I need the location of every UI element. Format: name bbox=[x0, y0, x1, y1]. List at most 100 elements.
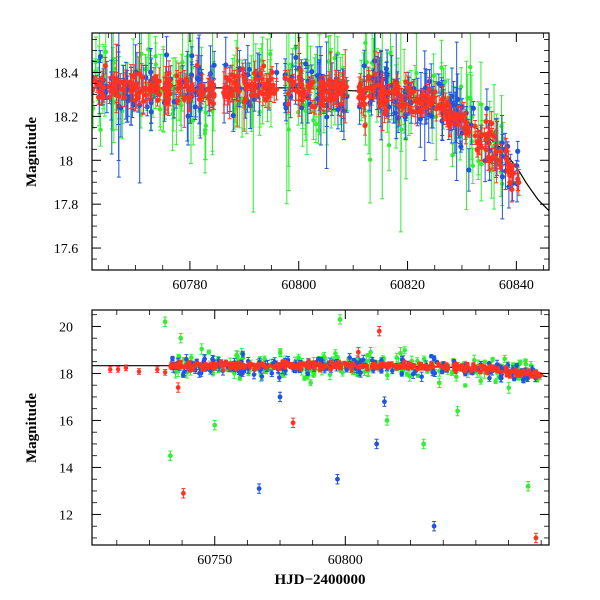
data-point bbox=[286, 87, 292, 101]
data-point bbox=[515, 173, 521, 191]
outlier-point bbox=[337, 314, 343, 325]
data-point bbox=[311, 360, 317, 366]
data-point bbox=[340, 72, 347, 91]
data-point bbox=[382, 93, 389, 107]
outlier-point bbox=[212, 419, 218, 431]
data-point bbox=[290, 77, 296, 93]
data-point bbox=[162, 369, 168, 376]
outlier-point bbox=[335, 474, 340, 485]
upper-panel-data bbox=[92, 33, 549, 233]
data-point bbox=[521, 371, 527, 376]
data-point bbox=[184, 74, 190, 88]
data-point bbox=[312, 98, 318, 115]
data-point bbox=[345, 363, 351, 368]
data-point bbox=[509, 163, 515, 172]
data-point bbox=[440, 365, 446, 371]
x-tick-label: 60800 bbox=[328, 553, 363, 568]
data-point bbox=[307, 365, 312, 371]
data-point bbox=[493, 119, 500, 184]
data-point bbox=[482, 359, 488, 365]
data-point bbox=[211, 365, 216, 370]
data-point bbox=[308, 379, 313, 387]
data-point bbox=[221, 367, 226, 373]
lower-panel: 60750 60800 12 14 16 18 20 Magnitude HJD−24000… bbox=[24, 309, 550, 588]
data-point bbox=[182, 92, 188, 103]
data-point bbox=[132, 89, 139, 112]
outlier-point bbox=[525, 481, 531, 492]
data-point bbox=[381, 364, 386, 369]
data-point bbox=[384, 101, 390, 119]
data-point bbox=[136, 87, 142, 100]
data-point bbox=[148, 81, 154, 91]
data-point bbox=[206, 349, 212, 355]
data-point bbox=[487, 120, 493, 144]
y-tick-label: 17.6 bbox=[54, 242, 79, 257]
data-point bbox=[261, 362, 267, 369]
data-point bbox=[312, 366, 317, 371]
data-point bbox=[413, 99, 419, 125]
data-point bbox=[248, 82, 254, 109]
outlier-point bbox=[436, 377, 442, 389]
data-point bbox=[481, 366, 486, 371]
data-point bbox=[362, 96, 368, 113]
data-point bbox=[425, 366, 430, 372]
data-point bbox=[490, 356, 495, 363]
data-point bbox=[189, 76, 195, 95]
data-point bbox=[319, 357, 324, 363]
data-point bbox=[421, 355, 427, 363]
data-point bbox=[155, 366, 160, 373]
data-point bbox=[286, 69, 293, 92]
data-point bbox=[511, 164, 517, 183]
data-point bbox=[470, 101, 476, 116]
data-point bbox=[499, 370, 504, 375]
data-point bbox=[276, 365, 282, 370]
upper-panel: 60780 60800 60820 60840 17.6 17.8 18 18.2 18.4 M… bbox=[24, 32, 550, 293]
data-point bbox=[365, 70, 371, 83]
data-point bbox=[305, 371, 311, 376]
data-point bbox=[445, 109, 451, 130]
data-point bbox=[472, 120, 478, 133]
data-point bbox=[267, 363, 273, 368]
data-point bbox=[102, 56, 108, 75]
data-point bbox=[454, 361, 460, 368]
data-point bbox=[419, 371, 424, 382]
data-point bbox=[375, 52, 381, 118]
data-point bbox=[143, 81, 149, 109]
data-point bbox=[453, 368, 458, 375]
data-point bbox=[362, 115, 368, 136]
data-point bbox=[268, 68, 274, 90]
data-point bbox=[525, 371, 530, 377]
data-point bbox=[458, 140, 464, 153]
data-point bbox=[493, 379, 498, 384]
y-tick-label: 18 bbox=[59, 367, 73, 382]
data-point bbox=[271, 83, 277, 104]
data-point bbox=[468, 366, 474, 372]
outlier-point bbox=[355, 347, 361, 358]
data-point bbox=[430, 91, 437, 104]
outlier-point bbox=[178, 333, 184, 344]
data-point bbox=[394, 352, 400, 363]
lower-panel-ylabel: Magnitude bbox=[24, 393, 40, 463]
data-point bbox=[491, 364, 496, 370]
data-point bbox=[478, 377, 484, 385]
data-point bbox=[202, 106, 208, 160]
data-point bbox=[431, 355, 437, 362]
data-point bbox=[484, 370, 490, 376]
outlier-point bbox=[533, 532, 539, 544]
data-point bbox=[196, 362, 202, 367]
data-point bbox=[485, 144, 491, 171]
outlier-point bbox=[256, 483, 262, 494]
data-point bbox=[269, 369, 275, 378]
data-point bbox=[271, 365, 277, 371]
data-point bbox=[428, 353, 434, 359]
data-point bbox=[308, 76, 314, 93]
upper-panel-frame bbox=[91, 32, 550, 271]
data-point bbox=[298, 83, 305, 107]
data-point bbox=[446, 96, 452, 116]
outlier-point bbox=[384, 415, 390, 426]
y-tick-label: 18 bbox=[59, 154, 73, 169]
data-point bbox=[396, 365, 402, 371]
data-point bbox=[154, 94, 161, 107]
x-tick-label: 60750 bbox=[197, 553, 232, 568]
data-point bbox=[234, 47, 240, 127]
